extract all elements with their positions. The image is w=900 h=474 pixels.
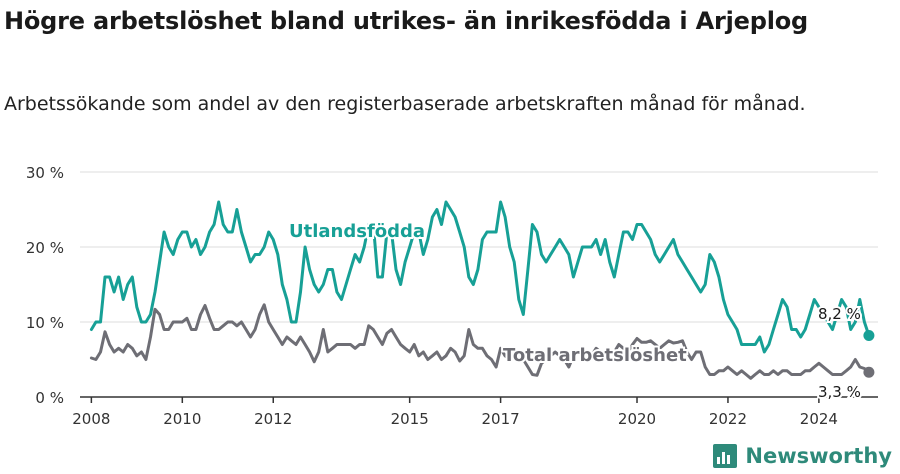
series-end-label: 3,3 %: [818, 383, 861, 401]
x-tick-label: 2020: [618, 410, 656, 428]
series-line-utlandsfodda: [89, 200, 871, 354]
y-tick-label: 30 %: [26, 164, 64, 182]
x-tick-label: 2008: [72, 410, 110, 428]
x-tick-label: 2015: [391, 410, 429, 428]
y-tick-label: 20 %: [26, 239, 64, 257]
series-end-label: 8,2 %: [818, 305, 861, 323]
series-end-point: [863, 330, 875, 341]
newsworthy-logo: Newsworthy: [713, 444, 892, 468]
series-end-point: [863, 366, 875, 378]
newsworthy-logo-text: Newsworthy: [745, 444, 892, 468]
axes: 0 % 10 % 20 % 30 % 2008 2010 2012 2015 2017 2020 2…: [26, 164, 878, 428]
x-tick-label: 2022: [709, 410, 747, 428]
series-name-label: Utlandsfödda: [289, 221, 425, 242]
newsworthy-logo-icon: [713, 444, 738, 468]
y-tick-label: 0 %: [35, 389, 64, 407]
grid-lines: [80, 171, 878, 323]
x-tick-label: 2024: [800, 410, 838, 428]
series-name-label: Total arbetslöshet: [503, 345, 687, 366]
series-lines: [89, 200, 875, 380]
chart-subtitle: Arbetssökande som andel av den registerb…: [4, 93, 806, 115]
x-tick-label: 2017: [482, 410, 520, 428]
x-tick-label: 2012: [254, 410, 292, 428]
x-tick-label: 2010: [163, 410, 201, 428]
series-labels: Utlandsfödda Total arbetslöshet 8,2 % 3,3 %: [287, 219, 863, 403]
series-line-total: [89, 303, 871, 380]
y-tick-label: 10 %: [26, 314, 64, 332]
chart-title: Högre arbetslöshet bland utrikes- än inr…: [4, 7, 809, 35]
